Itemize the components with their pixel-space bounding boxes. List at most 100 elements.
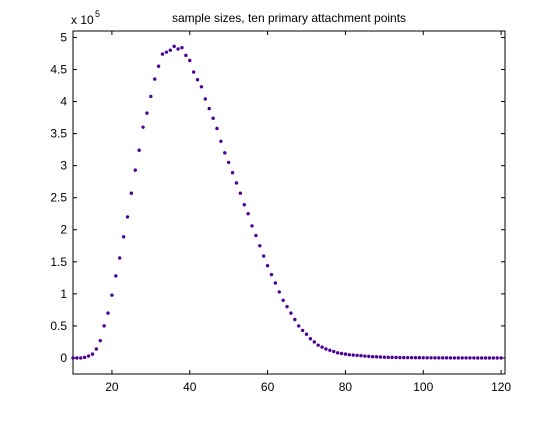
- data-point: [495, 356, 499, 360]
- data-point: [472, 356, 476, 360]
- data-point: [328, 348, 332, 352]
- data-point: [413, 356, 418, 360]
- data-point: [425, 356, 429, 360]
- data-point: [429, 356, 433, 360]
- data-point: [180, 45, 184, 50]
- y-tick-label: 4: [60, 95, 67, 109]
- x-tick-label: 20: [105, 380, 119, 394]
- y-tick-label: 0.5: [50, 319, 67, 333]
- data-point: [320, 345, 324, 349]
- data-point: [316, 343, 320, 347]
- data-point: [297, 324, 301, 328]
- data-point: [145, 111, 149, 115]
- data-point: [460, 356, 464, 360]
- data-point: [98, 338, 102, 343]
- data-point: [102, 324, 106, 328]
- y-tick-label: 4.5: [50, 62, 67, 76]
- data-point: [277, 290, 281, 294]
- data-point: [491, 356, 496, 360]
- data-point: [437, 356, 441, 360]
- data-point: [254, 233, 258, 238]
- data-point: [223, 151, 227, 155]
- data-point: [406, 355, 410, 360]
- data-point: [191, 70, 196, 74]
- data-point: [281, 298, 285, 302]
- data-point: [258, 244, 262, 248]
- data-point: [153, 77, 157, 81]
- data-point: [226, 160, 231, 165]
- y-tick-label: 3: [60, 159, 67, 173]
- data-point: [79, 356, 83, 360]
- data-point: [293, 317, 297, 322]
- data-point: [335, 351, 340, 355]
- data-point: [86, 354, 91, 358]
- data-point: [370, 354, 375, 359]
- data-point: [448, 356, 453, 360]
- data-point: [363, 354, 367, 358]
- data-point: [339, 351, 344, 356]
- data-point: [164, 50, 169, 54]
- x-axis-ticks: 20 40 60 80 100 120: [105, 31, 511, 394]
- plot-area: [72, 30, 506, 375]
- y-tick-label: 2: [60, 223, 67, 237]
- data-point: [433, 356, 437, 360]
- data-point: [332, 349, 336, 354]
- data-point: [468, 356, 472, 360]
- data-point: [347, 353, 352, 357]
- x-tick-label: 100: [413, 380, 433, 394]
- y-multiplier-base: x 10: [71, 13, 94, 27]
- data-point: [308, 337, 313, 341]
- y-tick-label: 5: [60, 30, 67, 44]
- data-point: [176, 47, 180, 51]
- y-multiplier-label: x 10: [71, 13, 94, 27]
- data-point: [149, 94, 153, 99]
- data-points: [71, 44, 503, 360]
- data-point: [106, 311, 110, 315]
- data-point: [265, 263, 270, 268]
- data-point: [452, 356, 457, 360]
- data-point: [374, 355, 379, 359]
- data-point: [156, 64, 161, 68]
- data-point: [421, 356, 425, 360]
- data-point: [114, 274, 118, 278]
- data-point: [207, 106, 211, 111]
- data-point: [402, 355, 406, 360]
- data-point: [246, 212, 250, 216]
- data-point: [398, 355, 402, 360]
- data-point: [355, 353, 359, 358]
- data-point: [137, 148, 141, 152]
- y-tick-label: 1.5: [50, 255, 67, 269]
- chart-title: sample sizes, ten primary attachment poi…: [172, 11, 406, 25]
- x-tick-label: 80: [339, 380, 353, 394]
- y-tick-label: 2.5: [50, 191, 67, 205]
- data-point: [382, 355, 387, 359]
- data-point: [75, 356, 79, 360]
- data-point: [441, 356, 445, 360]
- data-point: [90, 352, 95, 356]
- data-point: [262, 254, 266, 258]
- data-point: [188, 58, 192, 63]
- data-point: [390, 355, 394, 360]
- data-point: [168, 48, 172, 52]
- data-point: [234, 181, 239, 185]
- data-point: [94, 347, 99, 351]
- data-point: [351, 353, 355, 357]
- data-point: [289, 311, 293, 315]
- data-point: [250, 224, 254, 228]
- data-point: [219, 139, 223, 143]
- data-point: [464, 356, 468, 360]
- data-point: [479, 356, 484, 360]
- data-point: [444, 356, 449, 360]
- data-point: [359, 354, 363, 358]
- data-point: [487, 356, 492, 360]
- data-point: [456, 356, 460, 360]
- data-point: [304, 332, 309, 336]
- data-point: [133, 168, 137, 172]
- data-point: [184, 53, 188, 58]
- data-point: [203, 97, 208, 101]
- data-point: [273, 281, 278, 285]
- data-point: [199, 85, 204, 89]
- data-point: [141, 125, 145, 129]
